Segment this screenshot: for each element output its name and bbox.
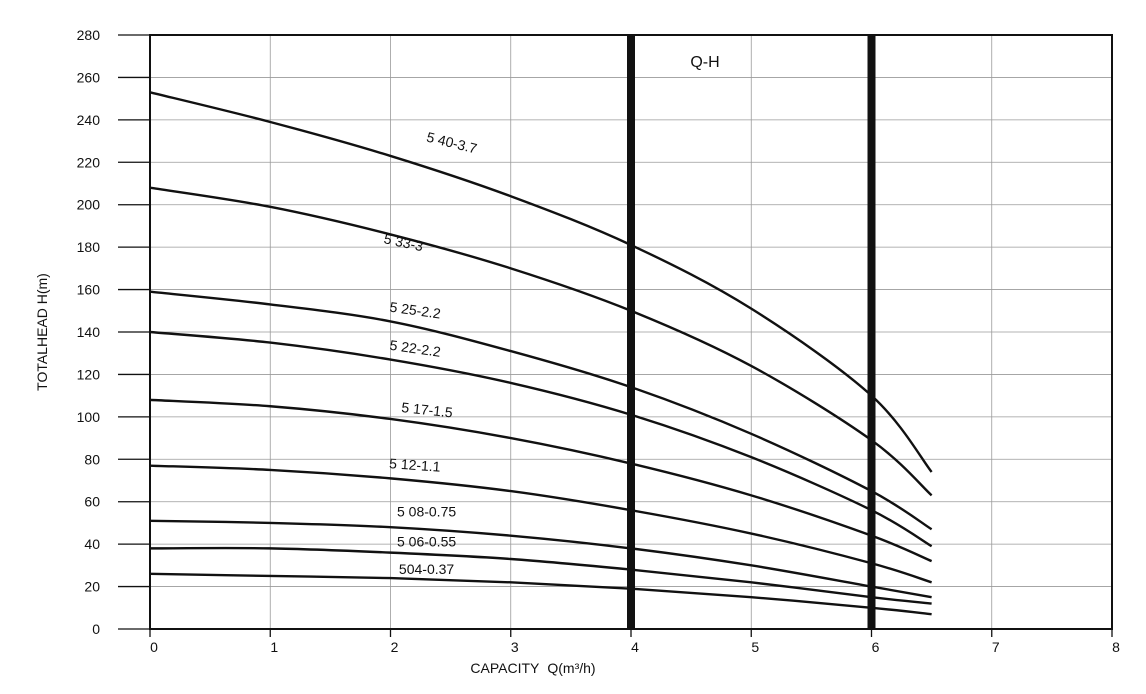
y-tick-label: 240 xyxy=(77,112,101,128)
x-tick-label: 4 xyxy=(631,639,639,655)
series-label: 5 33-3 xyxy=(382,230,424,254)
series-line xyxy=(149,330,933,548)
y-tick-label: 120 xyxy=(77,366,101,382)
series-label: 5 08-0.75 xyxy=(397,504,456,520)
y-tick-label: 140 xyxy=(77,324,101,340)
x-axis-label: CAPACITY Q(m³/h) xyxy=(470,660,595,676)
y-tick-label: 60 xyxy=(84,494,100,510)
y-tick-labels: 0 20 40 60 80 100 120 140 160 180 200 220 240 260 280 xyxy=(77,27,150,637)
y-tick-label: 220 xyxy=(77,154,101,170)
x-tick-label: 2 xyxy=(391,639,399,655)
x-axis-label-main: CAPACITY xyxy=(470,660,540,676)
series-label: 5 17-1.5 xyxy=(401,399,454,420)
series-line xyxy=(149,519,932,599)
x-tick-label: 8 xyxy=(1112,639,1120,655)
series-label: 5 06-0.55 xyxy=(397,533,456,549)
series-label: 5 40-3.7 xyxy=(425,129,479,157)
series-labels: 5 40-3.7 5 33-3 5 25-2.2 5 22-2.2 5 17-1.5 5 … xyxy=(382,129,478,577)
x-tick-label: 3 xyxy=(511,639,519,655)
y-axis-label: TOTALHEAD H(m) xyxy=(34,273,50,391)
y-tick-label: 0 xyxy=(92,621,100,637)
highlight-lines xyxy=(627,35,876,629)
x-tick-label: 6 xyxy=(872,639,880,655)
y-tick-label: 180 xyxy=(77,239,101,255)
y-tick-label: 80 xyxy=(84,451,100,467)
x-tick-label: 7 xyxy=(992,639,1000,655)
series-line xyxy=(149,546,932,605)
y-tick-label: 200 xyxy=(77,197,101,213)
series-line xyxy=(149,186,933,497)
series-line xyxy=(149,290,933,531)
x-tick-label: 5 xyxy=(751,639,759,655)
series-label: 5 12-1.1 xyxy=(389,455,442,475)
x-axis-label-unit: Q(m³/h) xyxy=(547,660,595,676)
chart-title: Q-H xyxy=(690,54,719,71)
series-label: 504-0.37 xyxy=(399,561,454,577)
y-tick-label: 40 xyxy=(84,536,100,552)
y-tick-label: 280 xyxy=(77,27,101,43)
x-tick-labels: 0 1 2 3 4 5 6 7 8 xyxy=(149,629,1120,655)
series-label: 5 25-2.2 xyxy=(389,299,442,322)
x-tick-label: 0 xyxy=(150,639,158,655)
y-tick-label: 260 xyxy=(77,69,101,85)
y-tick-label: 20 xyxy=(84,579,100,595)
x-tick-label: 1 xyxy=(270,639,278,655)
y-tick-label: 160 xyxy=(77,282,101,298)
series-label: 5 22-2.2 xyxy=(389,337,442,360)
series-line xyxy=(149,464,932,584)
series-line xyxy=(149,91,933,473)
series-line xyxy=(149,572,932,616)
y-tick-label: 100 xyxy=(77,409,101,425)
series-line xyxy=(149,398,933,563)
series-lines xyxy=(149,91,933,616)
